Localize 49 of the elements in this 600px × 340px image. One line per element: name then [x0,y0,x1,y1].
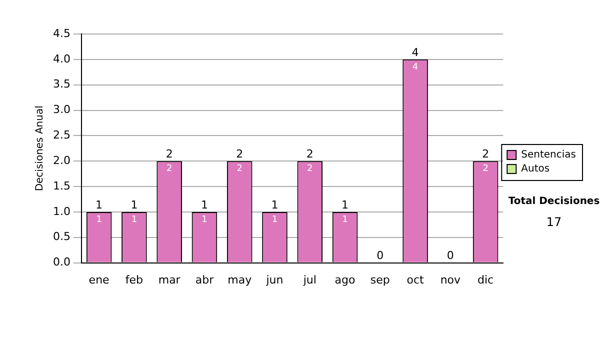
legend-label: Autos [521,164,550,175]
total-label: 0 [376,249,384,262]
total-label: 1 [271,198,278,212]
y-tick-label: 3.0 [52,103,70,116]
data-label: 4 [412,62,418,72]
legend-label: Sentencias [521,150,576,161]
data-label: 2 [307,164,313,174]
y-tick-label: 2.0 [52,154,70,167]
data-label: 1 [272,214,278,225]
data-label: 1 [131,214,138,225]
text: 17 [545,215,563,229]
x-tick-label: jun [265,273,284,286]
y-axis-title: Decisiones Anual [34,106,46,192]
x-tick-label: sep [370,273,390,286]
x-tick-label: oct [406,273,425,286]
data-label: 1 [96,214,102,225]
total-label: 1 [200,198,208,212]
x-tick-label: mar [158,273,181,286]
y-tick-label: 4.0 [52,52,70,66]
x-tick-label: feb [125,273,144,286]
y-tick-label: 1.0 [52,204,70,218]
total-label: 1 [96,198,103,212]
y-tick-label: 0.0 [52,256,70,269]
data-label: 2 [236,164,242,174]
total-label: 2 [306,147,314,160]
data-label: 2 [482,164,488,174]
total-label: 2 [482,147,490,160]
total-label: 2 [166,147,173,160]
y-tick-label: 1.5 [52,179,70,192]
total-label: 1 [130,198,138,212]
data-label: 2 [166,164,172,174]
total-label: 4 [412,46,419,59]
y-tick-label: 4.5 [52,26,70,40]
text: Total Decisiones [508,196,600,207]
x-tick-label: jul [302,273,316,286]
x-tick-label: dic [478,273,494,286]
data-label: 1 [342,214,348,225]
x-tick-label: ene [88,273,110,286]
total-label: 1 [342,198,349,212]
total-label: 0 [446,249,454,262]
x-tick-label: may [228,273,252,286]
y-tick-label: 3.5 [52,78,70,91]
x-tick-label: nov [440,273,462,286]
y-tick-label: 2.5 [52,128,70,142]
total-label: 2 [236,147,244,160]
y-tick-label: 0.5 [52,230,70,244]
x-tick-label: ago [334,273,356,286]
data-label: 1 [202,214,208,225]
x-tick-label: abr [195,273,214,286]
